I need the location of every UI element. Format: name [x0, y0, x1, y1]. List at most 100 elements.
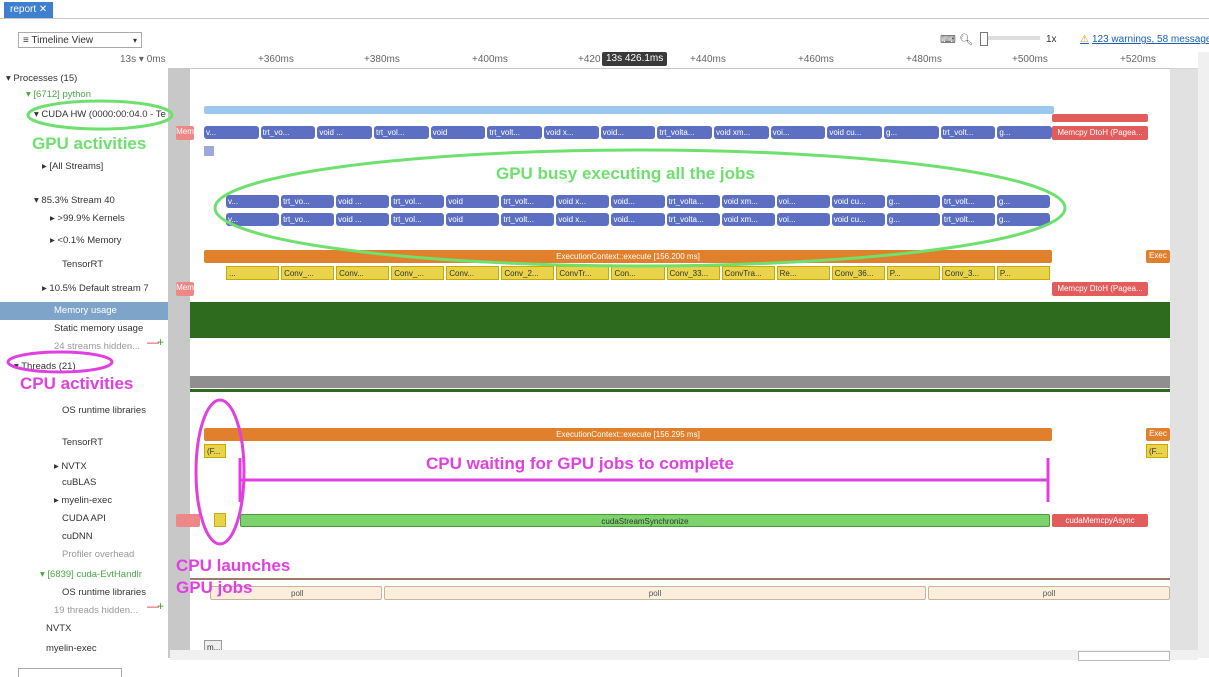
kernel-block[interactable]: g... [884, 126, 939, 139]
timeline-area[interactable]: v... trt_vo... void ... trt_vol... void trt_v… [176, 68, 1170, 658]
minus-icon[interactable]: — [147, 599, 159, 613]
conv-layer-block[interactable]: Conv_33... [666, 266, 720, 280]
zoom-slider-knob[interactable] [980, 32, 988, 46]
tree-row[interactable]: cuDNN [62, 531, 93, 542]
close-icon[interactable]: ✕ [38, 4, 48, 15]
kernel-block[interactable]: void ... [336, 213, 390, 226]
kernel-block[interactable]: g... [996, 213, 1050, 226]
scroll-thumb[interactable] [1078, 651, 1170, 661]
kernel-block[interactable]: trt_vol... [391, 195, 445, 208]
conv-layer-block[interactable]: Conv... [336, 266, 390, 280]
exec-context-cpu-bar[interactable]: ExecutionContext::execute [156.295 ms] [204, 428, 1052, 441]
kernel-block[interactable]: trt_vol... [374, 126, 429, 139]
poll-bar-1[interactable]: poll [210, 586, 382, 600]
exec-right-cpu-bar[interactable]: Exec [1146, 428, 1170, 441]
f-label-bar[interactable]: (F... [204, 444, 226, 458]
cuda-memcpy-async-bar[interactable]: cudaMemcpyAsync [1052, 514, 1148, 527]
tree-row[interactable]: ▸ 10.5% Default stream 7 [42, 283, 149, 294]
minus-icon[interactable]: — [147, 335, 159, 349]
kernel-block[interactable]: void xm... [714, 126, 769, 139]
default-stream-left-bar[interactable]: Mem [176, 282, 194, 296]
tree-row[interactable]: ▸ <0.1% Memory [50, 235, 122, 246]
tree-row[interactable]: Profiler overhead [62, 549, 135, 560]
kernel-block[interactable]: void x... [556, 195, 610, 208]
kernel-block[interactable]: voi... [770, 126, 826, 139]
memory-usage-bar[interactable] [190, 302, 1170, 320]
kernel-block[interactable]: trt_volt... [487, 126, 542, 139]
conv-layer-block[interactable]: Conv... [446, 266, 500, 280]
tree-row[interactable]: NVTX [46, 623, 72, 634]
threads-summary-bar[interactable] [190, 376, 1170, 388]
tree-row[interactable]: ▾ [6839] cuda-EvtHandlr [40, 569, 142, 580]
conv-layer-block[interactable]: Conv_... [281, 266, 335, 280]
kernel-block[interactable]: void xm... [721, 195, 775, 208]
zoom-icon[interactable]: 🔍︎ [958, 34, 973, 46]
kernel-block[interactable]: trt_volta... [666, 213, 720, 226]
tree-row[interactable]: OS runtime libraries [62, 405, 146, 416]
memcpy-left-bar[interactable]: Mem [176, 126, 194, 140]
kernel-block[interactable]: trt_vo... [260, 126, 316, 139]
cuda-api-left-bar[interactable] [176, 514, 200, 527]
kernel-block[interactable]: void [430, 126, 486, 139]
kernel-block[interactable]: trt_volt... [940, 126, 996, 139]
kernel-block[interactable]: trt_volt... [941, 213, 995, 226]
warnings-text[interactable]: 123 warnings, 58 messages [1091, 34, 1209, 45]
view-selector[interactable]: ≡ Timeline View ▾ [18, 32, 142, 48]
conv-layer-block[interactable]: ... [226, 266, 280, 280]
tree-row[interactable]: ▾ Processes (15) [6, 73, 78, 84]
kernel-block[interactable]: trt_volta... [666, 195, 720, 208]
kernel-block[interactable]: void x... [556, 213, 610, 226]
cuda-stream-sync-bar[interactable]: cudaStreamSynchronize [240, 514, 1050, 527]
launch-small-bar[interactable] [214, 513, 226, 527]
warnings-link[interactable]: ⚠ 123 warnings, 58 messages [1080, 34, 1209, 45]
tree-row[interactable]: TensorRT [62, 259, 104, 270]
tree-row[interactable]: ▾ [6712] python [26, 89, 91, 100]
kernel-block[interactable]: trt_volta... [657, 126, 712, 139]
tree-row[interactable]: Static memory usage [54, 323, 144, 334]
poll-bar-3[interactable]: poll [928, 586, 1170, 600]
conv-layer-block[interactable]: ConvTra... [721, 266, 775, 280]
tree-row[interactable]: ▸ NVTX [54, 461, 87, 472]
tree-row[interactable]: myelin-exec [46, 643, 97, 654]
kernel-block[interactable]: void [446, 213, 500, 226]
kernel-block[interactable]: g... [996, 195, 1050, 208]
poll-bar-2[interactable]: poll [384, 586, 926, 600]
kernel-block[interactable]: void cu... [827, 126, 882, 139]
conv-layer-block[interactable]: P... [886, 266, 940, 280]
tree-row[interactable]: 19 threads hidden... [54, 605, 138, 616]
kernel-block[interactable]: g... [997, 126, 1052, 139]
kernel-block[interactable]: trt_vo... [281, 195, 335, 208]
kernel-block[interactable]: void... [600, 126, 656, 139]
kernel-block[interactable]: g... [886, 195, 940, 208]
kernel-block[interactable]: voi... [776, 195, 830, 208]
kernel-block[interactable]: void ... [317, 126, 372, 139]
kernel-block[interactable]: trt_vo... [281, 213, 335, 226]
cuda-hw-memcpy-bar[interactable] [1052, 114, 1148, 122]
tree-row[interactable]: 24 streams hidden... [54, 341, 141, 352]
conv-layer-block[interactable]: Con... [611, 266, 665, 280]
kernel-block[interactable]: v... [226, 213, 280, 226]
conv-layer-block[interactable]: ConvTr... [556, 266, 610, 280]
zoom-slider[interactable] [980, 32, 1040, 46]
tree-row[interactable]: cuBLAS [62, 477, 97, 488]
kernel-block[interactable]: void ... [336, 195, 390, 208]
kernel-block[interactable]: trt_volt... [501, 213, 555, 226]
keyboard-icon[interactable]: ⌨ [940, 34, 956, 46]
kernel-block[interactable]: void xm... [721, 213, 775, 226]
kernel-block[interactable]: void cu... [831, 195, 885, 208]
kernel-block[interactable]: trt_volt... [501, 195, 555, 208]
kernel-block[interactable]: v... [204, 126, 259, 139]
kernel-block[interactable]: trt_volt... [941, 195, 995, 208]
plus-icon[interactable]: + [157, 599, 165, 613]
tree-row[interactable]: OS runtime libraries [62, 587, 146, 598]
default-stream-memcpy-bar[interactable]: Memcpy DtoH (Pagea... [1052, 282, 1148, 296]
kernel-block[interactable]: void [446, 195, 500, 208]
conv-layer-block[interactable]: Conv_... [391, 266, 445, 280]
kernel-block[interactable]: void... [611, 195, 665, 208]
conv-layer-block[interactable]: Conv_2... [501, 266, 555, 280]
kernel-block[interactable]: g... [886, 213, 940, 226]
plus-icon[interactable]: + [157, 335, 165, 349]
f-label-right-bar[interactable]: (F... [1146, 444, 1168, 458]
conv-layer-block[interactable]: P... [996, 266, 1050, 280]
ruler-origin[interactable]: 13s ▾ 0ms [120, 54, 166, 65]
